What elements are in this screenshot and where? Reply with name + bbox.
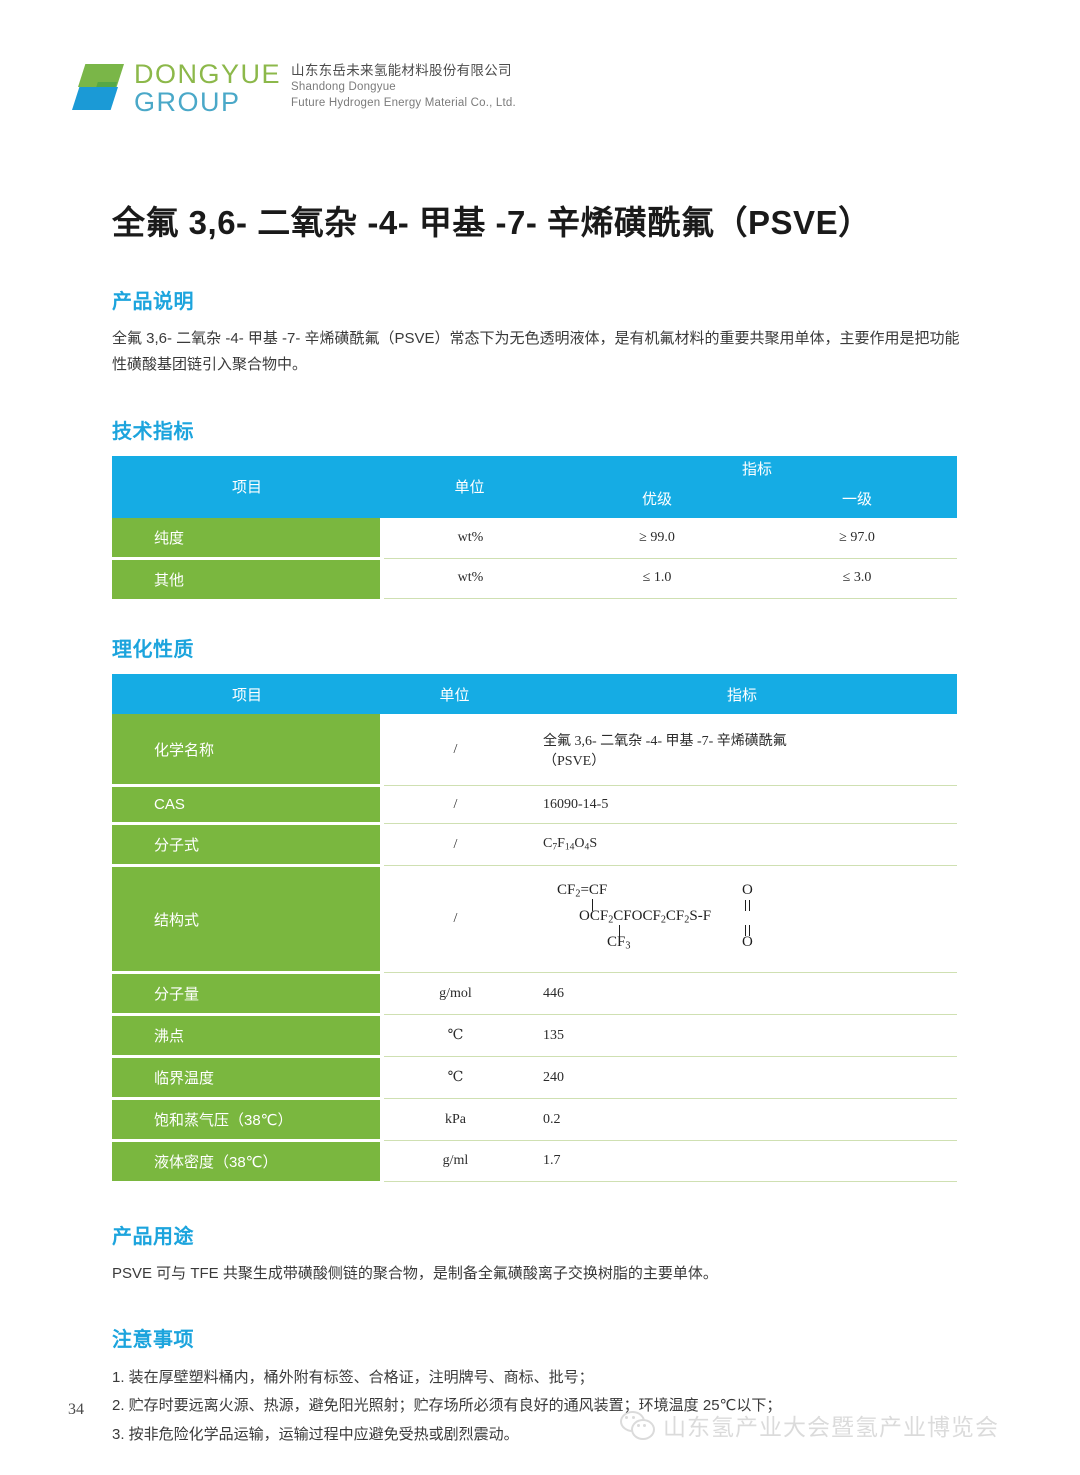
cell-unit: wt% [382, 558, 557, 599]
th-indicator: 指标 [741, 460, 772, 478]
logo-word-dongyue: DONGYUE [134, 59, 282, 89]
structural-formula-diagram: CF2=CF OCF2CFOCF2CF2S-F CF3 O O [557, 882, 753, 952]
cell-first: ≤ 3.0 [757, 558, 957, 599]
cell-value-molecular-formula: C7F14O4S [527, 823, 957, 866]
logo-word-group: GROUP [134, 86, 241, 117]
table-header-row: 项目 单位 指标 优级 一级 [112, 455, 957, 518]
physicochemical-table: 项目 单位 指标 化学名称 / 全氟 3,6- 二氧杂 -4- 甲基 -7- 辛… [112, 674, 957, 1182]
section-technical-indicators: 技术指标 项目 单位 指标 优级 一级 纯度 wt% [112, 415, 968, 600]
th-unit: 单位 [382, 455, 557, 518]
cell-premium: ≤ 1.0 [557, 558, 757, 599]
cell-unit: wt% [382, 517, 557, 559]
table-row: 化学名称 / 全氟 3,6- 二氧杂 -4- 甲基 -7- 辛烯磺酰氟 （PSV… [112, 714, 957, 787]
structure-oxygen-upper: O [742, 882, 753, 898]
logo-wordmark: DONGYUE GROUP [134, 60, 281, 116]
list-item: 3. 按非危险化学品运输，运输过程中应避免受热或剧烈震动。 [112, 1425, 519, 1443]
cell-item: CAS [112, 785, 384, 825]
cell-unit: / [382, 785, 527, 824]
list-item: 1. 装在厚壁塑料桶内，桶外附有标签、合格证，注明牌号、商标、批号； [112, 1368, 594, 1386]
th-indicator: 指标 [527, 674, 957, 714]
precautions-list: 1. 装在厚壁塑料桶内，桶外附有标签、合格证，注明牌号、商标、批号； 2. 贮存… [112, 1364, 968, 1450]
section-product-description: 产品说明 全氟 3,6- 二氧杂 -4- 甲基 -7- 辛烯磺酰氟（PSVE）常… [112, 285, 968, 379]
product-description-text: 全氟 3,6- 二氧杂 -4- 甲基 -7- 辛烯磺酰氟（PSVE）常态下为无色… [112, 330, 960, 374]
dongyue-logo-icon [72, 60, 124, 118]
document-body: 产品说明 全氟 3,6- 二氧杂 -4- 甲基 -7- 辛烯磺酰氟（PSVE）常… [112, 285, 968, 1449]
cell-value: 135 [527, 1014, 957, 1057]
cell-unit: g/ml [382, 1140, 527, 1182]
page-number: 34 [68, 1401, 84, 1418]
cell-premium: ≥ 99.0 [557, 517, 757, 559]
th-indicator-group: 指标 优级 一级 [557, 455, 957, 518]
th-grade-premium: 优级 [641, 490, 672, 508]
product-use-text: PSVE 可与 TFE 共聚生成带磺酸侧链的聚合物，是制备全氟磺酸离子交换树脂的… [112, 1264, 718, 1282]
section-heading-physicochemical: 理化性质 [112, 639, 194, 661]
footer-brand-text: 山东氢产业大会暨氢产业博览会 [663, 1414, 999, 1440]
th-item: 项目 [112, 455, 382, 518]
cell-unit: g/mol [382, 972, 527, 1015]
cell-item: 饱和蒸气压（38℃） [112, 1098, 384, 1142]
table-row: 分子量 g/mol 446 [112, 972, 957, 1016]
company-name-en-line1: Shandong Dongyue [291, 81, 396, 94]
cell-first: ≥ 97.0 [757, 517, 957, 559]
section-heading-product-use: 产品用途 [112, 1225, 194, 1248]
cell-item: 分子量 [112, 972, 384, 1016]
section-physicochemical: 理化性质 项目 单位 指标 化学名称 / 全氟 3,6- 二氧杂 -4- 甲基 … [112, 633, 968, 1182]
company-name-cn: 山东东岳未来氢能材料股份有限公司 [291, 63, 512, 78]
footer-brand: 山东氢产业大会暨氢产业博览会 [620, 1408, 999, 1442]
th-grade-first: 一级 [841, 490, 872, 508]
cell-value: 446 [527, 972, 957, 1015]
section-product-use: 产品用途 PSVE 可与 TFE 共聚生成带磺酸侧链的聚合物，是制备全氟磺酸离子… [112, 1220, 968, 1287]
company-header: DONGYUE GROUP 山东东岳未来氢能材料股份有限公司 Shandong … [72, 60, 516, 118]
cell-item: 临界温度 [112, 1056, 384, 1100]
cell-value: 1.7 [527, 1140, 957, 1182]
cell-unit: / [382, 823, 527, 866]
company-name-block: 山东东岳未来氢能材料股份有限公司 Shandong Dongyue Future… [291, 60, 516, 111]
table-row: 饱和蒸气压（38℃） kPa 0.2 [112, 1098, 957, 1142]
table-row: 临界温度 ℃ 240 [112, 1056, 957, 1100]
list-item: 2. 贮存时要远离火源、热源，避免阳光照射；贮存场所必须有良好的通风装置；环境温… [112, 1397, 782, 1415]
cell-unit: / [382, 865, 527, 973]
cell-item: 液体密度（38℃） [112, 1140, 384, 1181]
table-row: 分子式 / C7F14O4S [112, 823, 957, 867]
cell-item: 纯度 [112, 517, 384, 560]
chemical-name-line1: 全氟 3,6- 二氧杂 -4- 甲基 -7- 辛烯磺酰氟 [543, 733, 787, 749]
table-row: CAS / 16090-14-5 [112, 785, 957, 825]
th-item: 项目 [112, 674, 382, 714]
cell-value: 240 [527, 1056, 957, 1099]
cell-item: 结构式 [112, 865, 384, 974]
table-row: 沸点 ℃ 135 [112, 1014, 957, 1058]
table-row: 纯度 wt% ≥ 99.0 ≥ 97.0 [112, 517, 957, 560]
cell-unit: ℃ [382, 1014, 527, 1057]
section-heading-technical-indicators: 技术指标 [112, 420, 194, 443]
section-heading-product-description: 产品说明 [112, 291, 194, 313]
cell-value: 0.2 [527, 1098, 957, 1141]
cell-item: 其他 [112, 558, 384, 599]
table-row: 其他 wt% ≤ 1.0 ≤ 3.0 [112, 558, 957, 599]
cell-value: 16090-14-5 [527, 785, 957, 824]
table-row: 结构式 / CF2=CF OCF2CFOCF2CF2S-F CF3 O O [112, 865, 957, 974]
technical-indicators-table: 项目 单位 指标 优级 一级 纯度 wt% ≥ 99.0 ≥ 97.0 [112, 455, 957, 600]
section-heading-precautions: 注意事项 [112, 1328, 194, 1351]
structure-oxygen-lower: O [742, 934, 753, 950]
cell-value-structure: CF2=CF OCF2CFOCF2CF2S-F CF3 O O [527, 865, 957, 973]
section-precautions: 注意事项 1. 装在厚壁塑料桶内，桶外附有标签、合格证，注明牌号、商标、批号； … [112, 1323, 968, 1450]
cell-value: 全氟 3,6- 二氧杂 -4- 甲基 -7- 辛烯磺酰氟 （PSVE） [527, 714, 957, 786]
cell-item: 化学名称 [112, 714, 384, 787]
cell-item: 分子式 [112, 823, 384, 867]
cell-unit: / [382, 714, 527, 786]
table-header-row: 项目 单位 指标 [112, 674, 957, 714]
cell-unit: ℃ [382, 1056, 527, 1099]
wechat-icon [620, 1410, 655, 1440]
page-title: 全氟 3,6- 二氧杂 -4- 甲基 -7- 辛烯磺酰氟（PSVE） [112, 204, 872, 241]
chemical-name-line2: （PSVE） [543, 753, 606, 769]
cell-item: 沸点 [112, 1014, 384, 1058]
company-name-en-line2: Future Hydrogen Energy Material Co., Ltd… [291, 96, 516, 109]
th-unit: 单位 [382, 674, 527, 714]
cell-unit: kPa [382, 1098, 527, 1141]
table-row: 液体密度（38℃） g/ml 1.7 [112, 1140, 957, 1182]
